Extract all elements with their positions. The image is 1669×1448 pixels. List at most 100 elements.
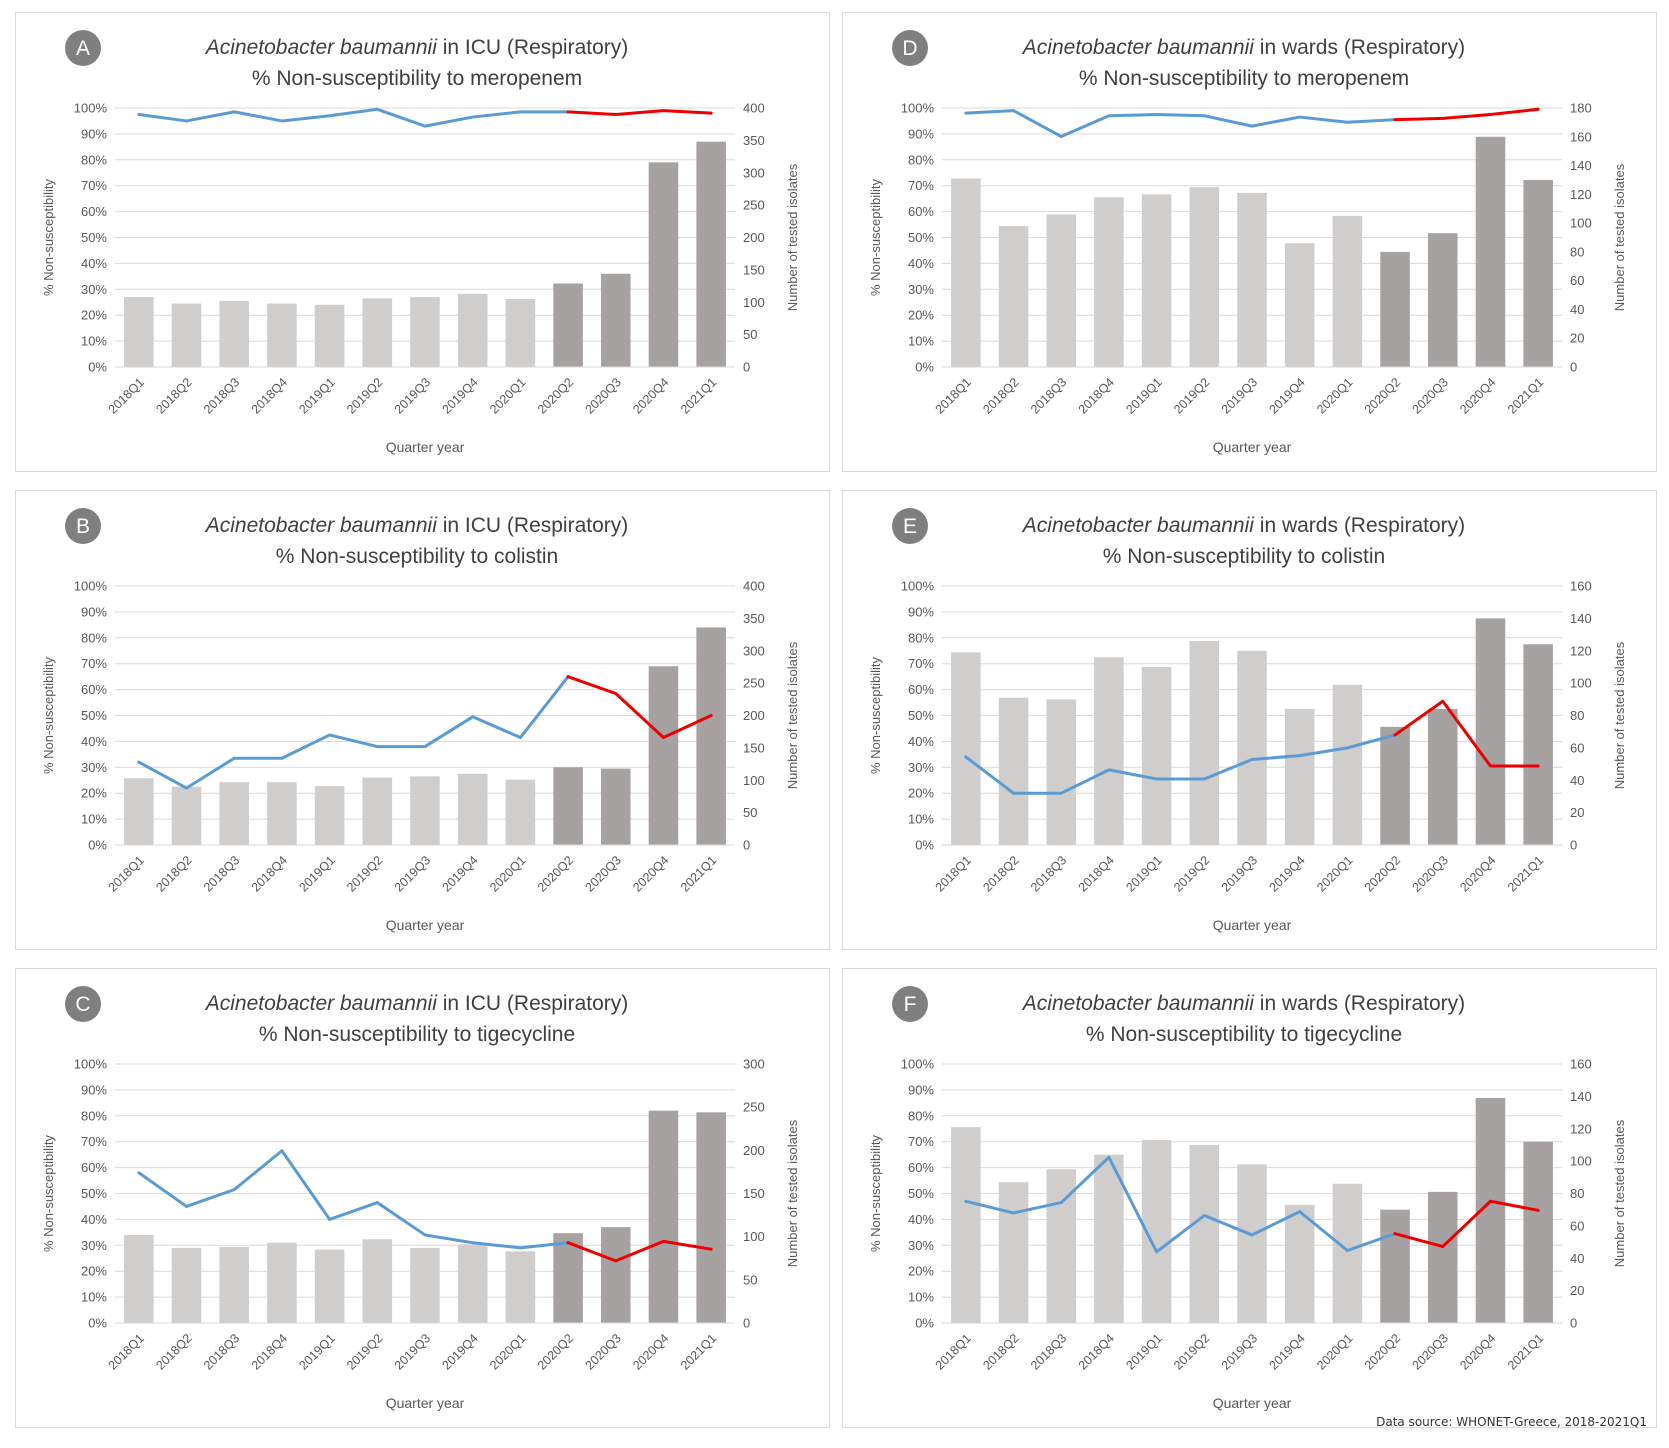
bar-2020Q4 (1475, 618, 1506, 845)
line-point-2019Q4 (471, 115, 475, 119)
line-point-2020Q2 (1393, 1232, 1397, 1236)
chart-subtitle: % Non-susceptibility to colistin (1103, 545, 1385, 568)
bar-2021Q1 (1523, 179, 1553, 367)
y-tick-label: 10% (908, 812, 934, 827)
line-point-2020Q2 (1393, 733, 1397, 737)
line-point-2018Q4 (280, 756, 284, 760)
y-tick-label: 20% (81, 308, 107, 323)
line-point-2018Q3 (232, 756, 236, 760)
panel-letter: D (902, 37, 917, 60)
y2-tick-label: 0 (1570, 838, 1577, 853)
line-point-2021Q1 (1536, 764, 1540, 768)
y2-tick-label: 200 (743, 230, 765, 245)
line-point-2018Q1 (137, 760, 141, 764)
y2-tick-label: 400 (743, 101, 765, 116)
y2-tick-label: 150 (743, 1186, 765, 1201)
y2-tick-label: 250 (743, 198, 765, 213)
y2-tick-label: 40 (1570, 1251, 1584, 1266)
line-point-2018Q3 (232, 1188, 236, 1192)
chart-title: Acinetobacter baumannii in ICU (Respirat… (204, 992, 629, 1015)
chart-title: Acinetobacter baumannii in wards (Respir… (1021, 36, 1465, 59)
panel-badge (892, 30, 928, 66)
y2-tick-label: 250 (743, 1100, 765, 1115)
bar-2019Q1 (1141, 666, 1172, 845)
bar-2019Q2 (362, 298, 393, 367)
y-tick-label: 100% (74, 579, 108, 594)
bar-2019Q4 (457, 773, 488, 845)
line-point-2018Q1 (964, 755, 968, 759)
line-point-2019Q2 (1202, 1214, 1206, 1217)
panel-letter: E (903, 515, 917, 538)
line-point-2019Q3 (1250, 758, 1254, 761)
y-tick-label: 50% (908, 708, 934, 723)
line-series-covid (1393, 107, 1540, 122)
bar-2020Q1 (1332, 1183, 1363, 1323)
bar-2019Q4 (457, 1244, 488, 1323)
y-axis-label: % Non-susceptibility (41, 178, 56, 296)
line-series-covid (566, 109, 713, 116)
line-point-2018Q2 (1012, 1211, 1015, 1215)
chart-title: Acinetobacter baumannii in ICU (Respirat… (204, 514, 629, 537)
y-tick-label: 70% (908, 656, 934, 671)
x-axis-label: Quarter year (1213, 439, 1292, 455)
y-tick-label: 80% (908, 630, 934, 645)
y2-tick-label: 160 (1570, 129, 1592, 144)
y-tick-label: 0% (88, 360, 107, 375)
chart-subtitle: % Non-susceptibility to meropenem (1079, 67, 1409, 90)
line-point-2019Q4 (1298, 115, 1302, 119)
y-tick-label: 50% (81, 708, 107, 723)
line-point-2019Q2 (375, 1201, 379, 1204)
line-point-2020Q4 (662, 109, 665, 112)
line-point-2019Q4 (1298, 754, 1302, 758)
y2-tick-label: 300 (743, 1057, 765, 1072)
y-tick-label: 40% (81, 256, 107, 271)
bar-2019Q1 (314, 786, 345, 845)
bar-2019Q3 (410, 297, 440, 367)
y-tick-label: 90% (908, 126, 934, 141)
bar-2020Q2 (1380, 1209, 1410, 1323)
y-tick-label: 20% (81, 1264, 107, 1279)
bar-2020Q2 (553, 767, 583, 845)
chart-title-species: Acinetobacter baumannii (204, 992, 438, 1015)
line-point-2020Q2 (566, 1241, 570, 1245)
chart-subtitle: % Non-susceptibility to colistin (276, 545, 558, 568)
chart-panel-e: E Acinetobacter baumannii in wards (Respi… (842, 490, 1657, 950)
y-tick-label: 40% (908, 734, 934, 749)
line-point-2019Q4 (471, 1241, 475, 1245)
chart-title-setting: in wards (Respiratory) (1254, 36, 1465, 59)
bar-2018Q3 (219, 782, 250, 845)
y-tick-label: 70% (908, 1134, 934, 1149)
chart-title-species: Acinetobacter baumannii (1021, 992, 1255, 1015)
y2-tick-label: 120 (1570, 187, 1592, 202)
chart-title-species: Acinetobacter baumannii (1021, 36, 1255, 59)
bar-2021Q1 (696, 627, 726, 845)
y-tick-label: 60% (81, 1160, 107, 1175)
panel-badge (65, 986, 101, 1022)
y2-tick-label: 150 (743, 740, 765, 755)
bar-2019Q2 (1189, 1144, 1220, 1323)
bar-2019Q4 (1284, 1204, 1315, 1323)
line-series-covid (1393, 699, 1540, 768)
y2-tick-label: 20 (1570, 331, 1584, 346)
line-point-2018Q1 (137, 1171, 141, 1175)
y-tick-label: 0% (88, 838, 107, 853)
y2-tick-label: 140 (1570, 158, 1592, 173)
line-point-2019Q3 (1250, 1233, 1254, 1237)
bar-2020Q2 (553, 1233, 583, 1323)
y2-tick-label: 0 (743, 1316, 750, 1331)
line-point-2018Q2 (1012, 791, 1015, 795)
y-tick-label: 90% (908, 1082, 934, 1097)
y-tick-label: 10% (81, 1290, 107, 1305)
chart-title-setting: in wards (Respiratory) (1254, 514, 1465, 537)
line-point-2018Q2 (185, 1205, 188, 1208)
line-point-2019Q3 (423, 1233, 427, 1237)
y-tick-label: 90% (908, 604, 934, 619)
chart-panel-c: C Acinetobacter baumannii in ICU (Respira… (15, 968, 830, 1428)
bar-2019Q2 (1189, 187, 1220, 367)
y2-tick-label: 100 (1570, 676, 1592, 691)
y2-tick-label: 200 (743, 708, 765, 723)
bar-2018Q2 (998, 697, 1029, 845)
bar-2019Q4 (1284, 709, 1315, 845)
line-point-2019Q2 (375, 745, 379, 748)
bar-2020Q1 (1332, 215, 1363, 367)
